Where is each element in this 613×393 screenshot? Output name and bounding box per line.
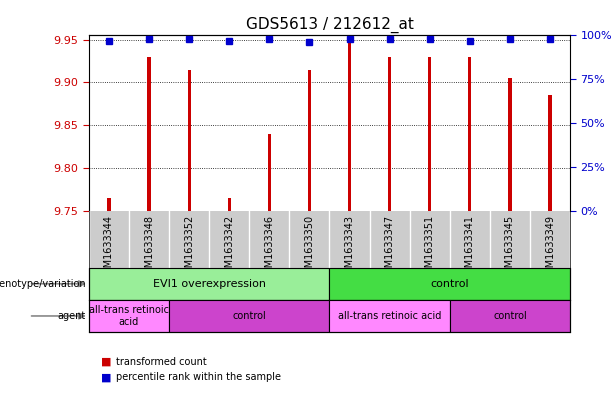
Text: GSM1633352: GSM1633352 <box>184 215 194 281</box>
Text: GSM1633341: GSM1633341 <box>465 215 475 280</box>
Text: agent: agent <box>58 311 86 321</box>
Text: GSM1633351: GSM1633351 <box>425 215 435 280</box>
Text: all-trans retinoic
acid: all-trans retinoic acid <box>89 305 169 327</box>
Text: ■: ■ <box>101 372 112 382</box>
Text: transformed count: transformed count <box>116 356 207 367</box>
Bar <box>308 70 311 211</box>
Bar <box>450 300 570 332</box>
Text: all-trans retinoic acid: all-trans retinoic acid <box>338 311 441 321</box>
Text: control: control <box>232 311 266 321</box>
Bar <box>549 95 552 211</box>
Text: GSM1633345: GSM1633345 <box>505 215 515 280</box>
Text: GSM1633348: GSM1633348 <box>144 215 154 280</box>
Text: control: control <box>493 311 527 321</box>
Bar <box>268 134 271 211</box>
Bar <box>428 57 432 211</box>
Text: control: control <box>430 279 469 289</box>
Text: GSM1633343: GSM1633343 <box>345 215 354 280</box>
Text: GSM1633347: GSM1633347 <box>384 215 395 280</box>
Bar <box>188 70 191 211</box>
Text: EVI1 overexpression: EVI1 overexpression <box>153 279 265 289</box>
Text: GSM1633342: GSM1633342 <box>224 215 234 280</box>
Text: GSM1633344: GSM1633344 <box>104 215 114 280</box>
Bar <box>89 268 330 300</box>
Bar <box>107 198 110 211</box>
Text: ■: ■ <box>101 356 112 367</box>
Text: GSM1633349: GSM1633349 <box>545 215 555 280</box>
Text: GSM1633346: GSM1633346 <box>264 215 275 280</box>
Bar <box>468 57 471 211</box>
Text: genotype/variation: genotype/variation <box>0 279 86 289</box>
Text: percentile rank within the sample: percentile rank within the sample <box>116 372 281 382</box>
Bar <box>148 57 151 211</box>
Bar <box>508 78 511 211</box>
Bar <box>348 40 351 211</box>
Bar <box>330 268 570 300</box>
Title: GDS5613 / 212612_at: GDS5613 / 212612_at <box>246 17 413 33</box>
Bar <box>89 300 169 332</box>
Bar <box>169 300 330 332</box>
Text: GSM1633350: GSM1633350 <box>305 215 314 280</box>
Bar <box>330 300 450 332</box>
Bar <box>388 57 391 211</box>
Bar <box>227 198 231 211</box>
